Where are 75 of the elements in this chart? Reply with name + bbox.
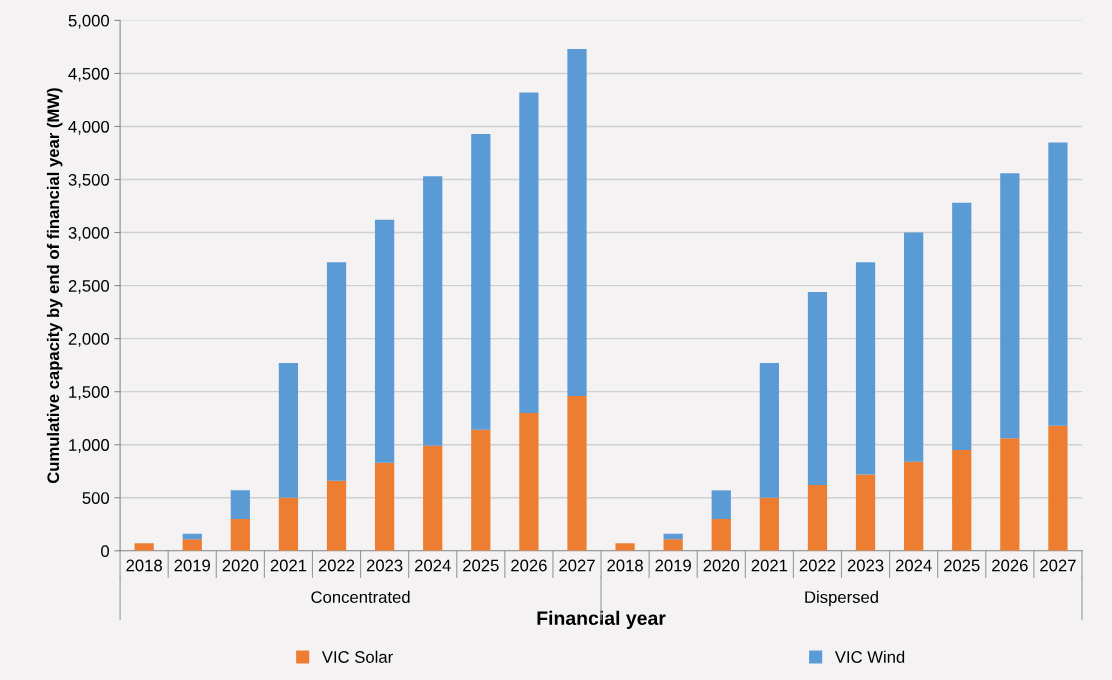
y-tick-label: 0 bbox=[101, 545, 110, 557]
bar bbox=[374, 462, 395, 551]
legend-label: VIC Wind bbox=[834, 650, 905, 663]
x-tick-label: 2024 bbox=[415, 559, 451, 572]
bar bbox=[567, 395, 587, 551]
x-tick-label: 2025 bbox=[463, 559, 499, 572]
x-tick-label: 2018 bbox=[126, 559, 162, 572]
x-axis-title: Financial year bbox=[537, 610, 666, 629]
legend-label: VIC Solar bbox=[321, 650, 393, 663]
y-tick-label: 1,500 bbox=[69, 386, 110, 400]
x-tick-label: 2027 bbox=[1040, 559, 1076, 572]
text: Dispersed bbox=[805, 590, 878, 607]
bar bbox=[1048, 425, 1068, 551]
bar bbox=[855, 262, 876, 475]
x-tick-label: 2021 bbox=[270, 559, 307, 572]
y-tick-label: 4,000 bbox=[68, 120, 110, 135]
y-tick-label: 3,000 bbox=[68, 226, 110, 241]
x-tick-label: 2019 bbox=[174, 559, 210, 572]
x-tick-label: 2018 bbox=[607, 559, 643, 572]
bar bbox=[807, 291, 828, 486]
bar bbox=[471, 429, 491, 551]
bar bbox=[952, 202, 972, 451]
bar bbox=[230, 518, 250, 551]
bar bbox=[423, 176, 443, 446]
bar bbox=[326, 262, 347, 481]
bar bbox=[519, 412, 539, 551]
bar bbox=[759, 363, 779, 498]
bar bbox=[471, 133, 491, 430]
x-tick-label: 2026 bbox=[511, 559, 547, 572]
bar bbox=[711, 490, 731, 519]
bar bbox=[374, 219, 395, 463]
bar bbox=[1048, 142, 1068, 426]
y-tick-label: 1,000 bbox=[69, 439, 110, 453]
bar bbox=[1000, 173, 1020, 439]
bar bbox=[1000, 438, 1020, 551]
bar bbox=[663, 533, 683, 540]
x-tick-label: 2020 bbox=[222, 559, 259, 572]
bar bbox=[182, 539, 202, 551]
bar bbox=[278, 497, 299, 551]
bar bbox=[904, 232, 924, 462]
x-tick-label: 2019 bbox=[655, 559, 691, 572]
bar bbox=[807, 485, 828, 551]
x-tick-label: 2026 bbox=[992, 559, 1028, 572]
y-tick-label: 3,500 bbox=[68, 173, 110, 188]
y-tick-label: 500 bbox=[82, 492, 110, 504]
bar bbox=[182, 533, 202, 540]
bar bbox=[326, 480, 347, 551]
x-tick-label: 2025 bbox=[944, 559, 980, 572]
x-tick-label: 2023 bbox=[366, 559, 403, 572]
x-tick-label: 2020 bbox=[703, 559, 740, 572]
bar bbox=[711, 518, 731, 551]
bar bbox=[904, 461, 924, 551]
bar bbox=[663, 539, 683, 551]
y-axis-title: Cumulative capacity by end of financial year (MW) bbox=[46, 88, 63, 484]
x-tick-label: 2021 bbox=[751, 559, 788, 572]
bar bbox=[759, 497, 779, 551]
x-tick-label: 2022 bbox=[318, 559, 355, 572]
bar bbox=[952, 450, 972, 551]
y-tick-label: 2,000 bbox=[68, 333, 110, 347]
bar bbox=[855, 474, 876, 551]
x-tick-label: 2022 bbox=[799, 559, 836, 572]
bar bbox=[615, 543, 635, 551]
bar bbox=[230, 490, 250, 519]
x-tick-label: 2024 bbox=[895, 559, 932, 572]
text: Concentrated bbox=[311, 590, 410, 604]
bar bbox=[567, 49, 587, 396]
x-tick-label: 2023 bbox=[847, 559, 884, 572]
bar bbox=[423, 445, 443, 551]
bar bbox=[519, 92, 539, 413]
bar bbox=[278, 363, 299, 498]
x-tick-label: 2027 bbox=[559, 559, 595, 572]
y-tick-label: 5,000 bbox=[68, 14, 110, 29]
y-tick-label: 4,500 bbox=[68, 67, 110, 82]
bar bbox=[134, 543, 154, 551]
y-tick-label: 2,500 bbox=[68, 280, 110, 294]
